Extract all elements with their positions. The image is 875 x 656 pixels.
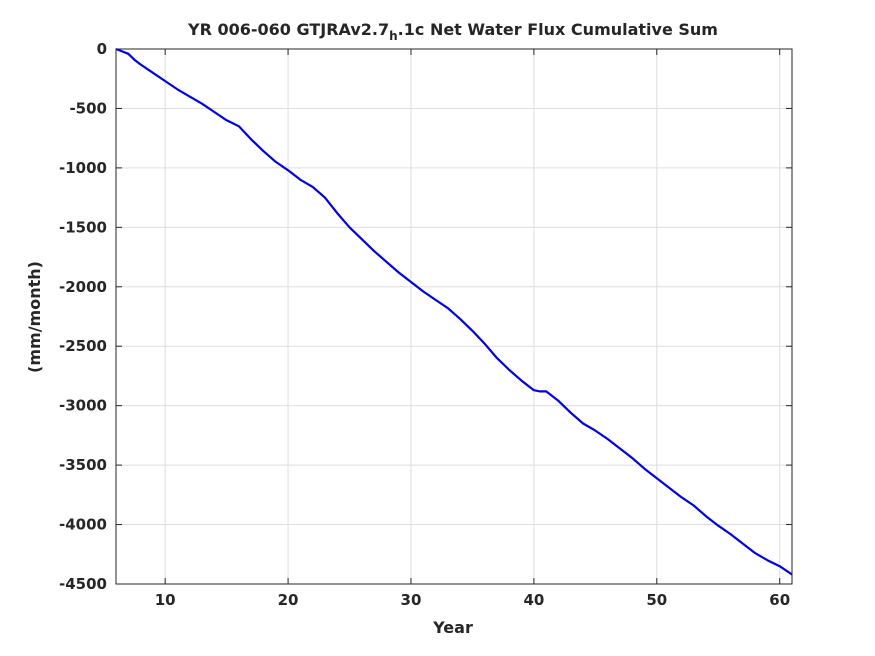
y-tick-label: -500 [69,99,107,117]
x-axis-label: Year [432,618,473,637]
y-tick-label: -2000 [59,278,107,296]
x-tick-label: 10 [155,591,176,609]
grid [116,48,792,585]
y-axis-label: (mm/month) [25,261,44,373]
y-tick-label: -1500 [59,218,107,236]
x-tick-label: 40 [523,591,544,609]
plot-frame [115,48,793,585]
x-tick-label: 60 [769,591,790,609]
y-tick-label: -3000 [59,397,107,415]
y-tick-label: -1000 [59,159,107,177]
x-tick-label: 50 [646,591,667,609]
y-tick-label: -4500 [59,575,107,593]
x-tick-label: 30 [401,591,422,609]
y-tick-label: 0 [97,40,107,58]
y-tick-label: -2500 [59,337,107,355]
y-tick-label: -4000 [59,516,107,534]
axis-ticks: 10 20 30 40 50 60 0 -500 -1000 -1500 -2000 -2500 -30… [59,40,792,609]
series-line [115,47,793,576]
x-tick-label: 20 [278,591,299,609]
chart-title: YR 006-060 GTJRAv2.7h.1c Net Water Flux … [187,20,718,43]
y-tick-label: -3500 [59,456,107,474]
